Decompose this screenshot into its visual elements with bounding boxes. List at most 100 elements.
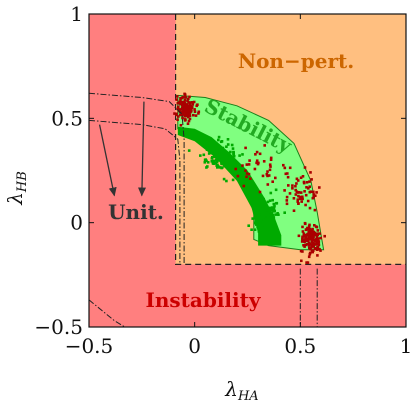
x-axis-label: λHA <box>224 377 258 404</box>
scatter-point-1-126 <box>311 250 314 254</box>
scatter-point-4-77 <box>220 162 223 166</box>
scatter-point-0-57 <box>187 108 191 111</box>
scatter-point-1-141 <box>317 243 321 247</box>
scatter-point-1-122 <box>323 234 326 238</box>
scatter-point-1-90 <box>301 238 304 241</box>
scatter-point-0-118 <box>176 95 179 98</box>
scatter-point-3-5 <box>253 167 257 171</box>
scatter-point-0-106 <box>183 106 186 109</box>
scatter-point-1-86 <box>308 223 311 227</box>
scatter-point-1-45 <box>300 259 303 263</box>
scatter-point-5-103 <box>266 211 269 215</box>
scatter-point-5-75 <box>276 212 279 215</box>
scatter-point-5-50 <box>247 224 250 227</box>
scatter-point-1-30 <box>304 228 308 232</box>
scatter-point-0-126 <box>180 106 184 109</box>
scatter-point-4-114 <box>212 160 215 164</box>
scatter-point-1-149 <box>312 231 316 235</box>
scatter-point-2-51 <box>296 200 299 203</box>
scatter-point-2-30 <box>305 186 308 189</box>
arrow-1 <box>138 101 147 197</box>
scatter-point-0-100 <box>179 124 183 127</box>
unitarity-region-label: Unit. <box>108 200 164 224</box>
scatter-point-2-43 <box>295 177 299 181</box>
scatter-point-0-114 <box>176 118 179 121</box>
scatter-point-4-59 <box>212 152 216 156</box>
scatter-point-0-99 <box>192 113 195 117</box>
scatter-point-4-97 <box>227 153 231 156</box>
scatter-point-3-15 <box>274 176 277 180</box>
scatter-point-4-65 <box>202 153 206 157</box>
scatter-point-2-53 <box>283 189 286 192</box>
scatter-point-2-40 <box>286 175 290 179</box>
scatter-point-2-23 <box>299 176 303 179</box>
scatter-point-3-4 <box>262 160 266 163</box>
scatter-point-2-12 <box>305 181 309 184</box>
scatter-point-1-101 <box>308 251 312 255</box>
scatter-point-5-48 <box>269 214 273 218</box>
scatter-point-4-73 <box>216 159 219 162</box>
scatter-point-3-22 <box>267 174 271 177</box>
scatter-point-3-34 <box>258 190 262 194</box>
scatter-point-2-16 <box>308 180 311 183</box>
scatter-point-5-30 <box>268 213 271 217</box>
nonpert-region-label: Non−pert. <box>238 49 354 73</box>
scatter-point-4-84 <box>221 157 225 160</box>
scatter-point-0-56 <box>192 100 196 104</box>
scatter-point-4-62 <box>217 165 220 168</box>
scatter-point-4-23 <box>226 143 230 146</box>
scatter-point-1-29 <box>310 245 314 248</box>
scatter-point-2-1 <box>296 198 300 201</box>
scatter-point-1-17 <box>306 261 310 264</box>
scatter-point-5-117 <box>273 204 276 208</box>
scatter-point-0-108 <box>189 110 192 113</box>
scatter-point-0-86 <box>187 110 190 113</box>
scatter-point-2-19 <box>304 203 307 207</box>
scatter-point-4-106 <box>217 138 220 142</box>
scatter-point-5-39 <box>269 221 273 225</box>
scatter-point-1-24 <box>302 232 306 235</box>
scatter-point-2-0 <box>294 188 297 192</box>
scatter-point-2-34 <box>292 209 296 212</box>
scatter-point-2-24 <box>295 190 299 193</box>
scatter-point-5-60 <box>264 205 268 208</box>
scatter-point-1-26 <box>315 235 319 239</box>
scatter-point-1-85 <box>316 237 320 240</box>
scatter-point-2-55 <box>294 193 298 196</box>
scatter-point-1-99 <box>308 236 312 240</box>
scatter-point-3-13 <box>244 169 247 172</box>
scatter-point-5-37 <box>271 222 275 225</box>
unitarity-curves <box>89 92 318 327</box>
scatter-point-4-95 <box>207 152 211 155</box>
scatter-point-4-108 <box>224 159 228 163</box>
scatter-point-5-108 <box>268 225 272 228</box>
scatter-point-0-78 <box>183 110 186 114</box>
scatter-point-4-87 <box>224 150 227 154</box>
scatter-point-4-68 <box>203 161 207 164</box>
scatter-point-1-123 <box>314 243 317 246</box>
scatter-point-0-117 <box>194 114 198 117</box>
scatter-point-2-14 <box>302 180 306 184</box>
scatter-point-0-124 <box>179 113 182 117</box>
scatter-point-5-16 <box>269 206 272 210</box>
scatter-point-1-78 <box>304 237 307 241</box>
scatter-point-1-109 <box>303 243 307 247</box>
scatter-point-2-11 <box>312 190 315 194</box>
scatter-point-5-84 <box>267 207 270 211</box>
scatter-point-1-94 <box>313 240 317 243</box>
scatter-point-4-117 <box>219 148 222 152</box>
scatter-point-4-112 <box>206 161 210 164</box>
scatter-point-5-71 <box>250 228 253 231</box>
scatter-point-0-32 <box>193 108 196 111</box>
scatter-point-3-2 <box>255 159 259 162</box>
scatter-point-0-1 <box>197 110 201 114</box>
scatter-point-0-16 <box>190 101 194 104</box>
scatter-point-4-67 <box>211 156 214 159</box>
scatter-point-1-73 <box>309 247 312 251</box>
scatter-point-4-49 <box>218 166 222 169</box>
scatter-point-0-30 <box>186 122 190 125</box>
scatter-point-3-10 <box>234 167 237 171</box>
scatter-point-5-85 <box>256 225 259 229</box>
scatter-point-1-104 <box>306 232 310 236</box>
scatter-point-0-116 <box>197 112 200 115</box>
